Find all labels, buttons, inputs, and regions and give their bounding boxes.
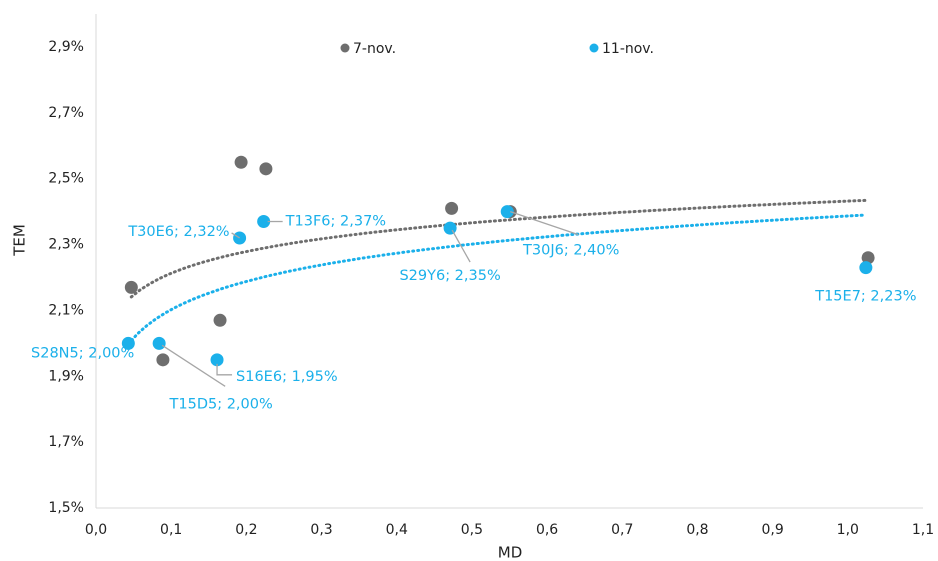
leader-line — [451, 229, 471, 263]
y-tick-label: 2,3% — [48, 237, 84, 253]
data-label: S16E6; 1,95% — [236, 369, 338, 385]
data-label: S28N5; 2,00% — [31, 345, 134, 361]
point — [861, 251, 875, 265]
point — [156, 353, 170, 367]
point — [259, 162, 273, 176]
y-tick-label: 2,9% — [48, 39, 84, 55]
x-tick-label: 0,6 — [536, 522, 558, 538]
x-tick-label: 0,4 — [386, 522, 408, 538]
data-label: T30E6; 2,32% — [127, 224, 229, 240]
y-tick-label: 2,5% — [48, 171, 84, 187]
y-tick-label: 2,1% — [48, 302, 84, 318]
legend-marker — [589, 43, 599, 53]
y-tick-label: 1,9% — [48, 368, 84, 384]
point — [234, 155, 248, 169]
x-tick-label: 1,1 — [912, 522, 934, 538]
point — [500, 205, 514, 219]
x-tick-label: 0,7 — [611, 522, 633, 538]
point — [213, 313, 227, 327]
x-axis-label: MD — [498, 544, 523, 561]
leader-line — [161, 344, 226, 387]
data-label: S29Y6; 2,35% — [399, 268, 500, 284]
x-tick-label: 0,3 — [310, 522, 332, 538]
point — [152, 336, 166, 350]
leader-line — [216, 363, 233, 376]
legend-label: 7-nov. — [353, 41, 396, 57]
leader-line — [231, 232, 240, 239]
y-tick-label: 1,5% — [48, 500, 84, 516]
x-tick-label: 0,1 — [160, 522, 182, 538]
y-tick-label: 2,7% — [48, 105, 84, 121]
trendline — [126, 213, 868, 346]
data-label: T15D5; 2,00% — [169, 396, 273, 412]
point — [124, 280, 138, 294]
x-tick-label: 0,0 — [85, 522, 107, 538]
legend-label: 11-nov. — [602, 41, 654, 57]
point — [859, 261, 873, 275]
leader-line — [510, 211, 579, 236]
point — [121, 336, 135, 350]
x-tick-label: 0,2 — [235, 522, 257, 538]
data-label: T15E7; 2,23% — [814, 289, 916, 305]
data-label: T13F6; 2,37% — [285, 214, 386, 230]
point — [445, 201, 459, 215]
legend-marker — [340, 43, 350, 53]
x-tick-label: 1,0 — [837, 522, 859, 538]
y-axis-label: TEM — [11, 224, 29, 257]
y-tick-label: 1,7% — [48, 434, 84, 450]
point — [210, 353, 224, 367]
point — [443, 221, 457, 235]
data-label: T30J6; 2,40% — [522, 243, 619, 259]
x-tick-label: 0,8 — [686, 522, 708, 538]
trendline — [129, 198, 870, 299]
x-tick-label: 0,5 — [461, 522, 483, 538]
x-tick-label: 0,9 — [762, 522, 784, 538]
point — [257, 215, 271, 229]
